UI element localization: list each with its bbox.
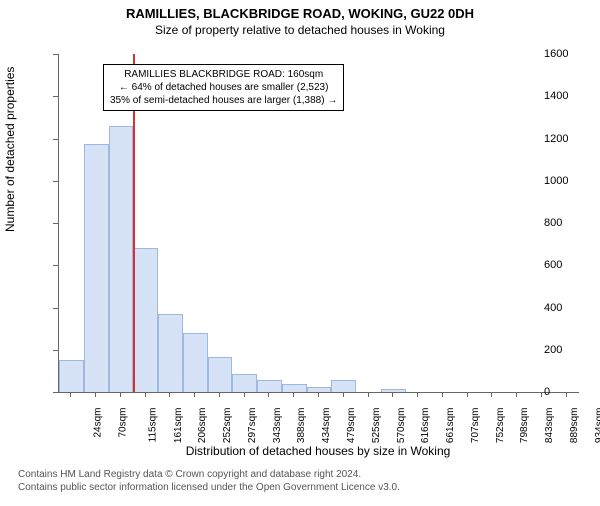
chart-footer: Contains HM Land Registry data © Crown c… (18, 468, 400, 494)
x-tick-mark (120, 392, 121, 397)
x-tick-label: 934sqm (594, 408, 600, 444)
x-axis-label: Distribution of detached houses by size … (58, 444, 578, 458)
histogram-bar (257, 380, 282, 392)
y-tick-label: 400 (544, 302, 596, 314)
x-tick-mark (293, 392, 294, 397)
footer-line-2: Contains public sector information licen… (18, 481, 400, 494)
x-tick-mark (442, 392, 443, 397)
histogram-bar (208, 357, 233, 392)
x-tick-mark (219, 392, 220, 397)
x-tick-label: 24sqm (93, 408, 104, 438)
annotation-line-2: ← 64% of detached houses are smaller (2,… (110, 81, 337, 94)
x-tick-label: 434sqm (321, 408, 332, 444)
y-tick-label: 0 (544, 386, 596, 398)
y-tick-mark (53, 139, 58, 140)
x-tick-mark (145, 392, 146, 397)
y-tick-label: 200 (544, 344, 596, 356)
y-tick-label: 1200 (544, 133, 596, 145)
chart-container: RAMILLIES, BLACKBRIDGE ROAD, WOKING, GU2… (0, 6, 600, 506)
x-tick-label: 388sqm (297, 408, 308, 444)
x-tick-label: 798sqm (519, 408, 530, 444)
x-tick-label: 889sqm (569, 408, 580, 444)
histogram-bar (158, 314, 183, 392)
x-tick-mark (541, 392, 542, 397)
x-tick-mark (244, 392, 245, 397)
y-tick-label: 600 (544, 259, 596, 271)
x-tick-label: 570sqm (396, 408, 407, 444)
x-tick-mark (566, 392, 567, 397)
x-tick-label: 661sqm (445, 408, 456, 444)
y-tick-mark (53, 96, 58, 97)
x-tick-mark (268, 392, 269, 397)
y-tick-mark (53, 181, 58, 182)
y-tick-label: 1600 (544, 48, 596, 60)
y-tick-mark (53, 54, 58, 55)
histogram-bar (84, 144, 109, 392)
x-tick-mark (318, 392, 319, 397)
annotation-line-3: 35% of semi-detached houses are larger (… (110, 94, 337, 107)
x-tick-label: 206sqm (198, 408, 209, 444)
y-tick-label: 800 (544, 217, 596, 229)
x-tick-mark (95, 392, 96, 397)
x-tick-mark (169, 392, 170, 397)
x-tick-label: 616sqm (420, 408, 431, 444)
x-tick-mark (467, 392, 468, 397)
annotation-box: RAMILLIES BLACKBRIDGE ROAD: 160sqm ← 64%… (103, 64, 344, 111)
y-tick-label: 1000 (544, 175, 596, 187)
x-tick-mark (70, 392, 71, 397)
x-tick-mark (194, 392, 195, 397)
x-tick-mark (392, 392, 393, 397)
x-tick-mark (491, 392, 492, 397)
x-tick-label: 343sqm (272, 408, 283, 444)
x-tick-label: 70sqm (118, 408, 129, 438)
x-tick-mark (516, 392, 517, 397)
x-tick-mark (417, 392, 418, 397)
histogram-bar (133, 248, 158, 392)
y-axis-label: Number of detached properties (3, 212, 17, 232)
y-tick-label: 1400 (544, 90, 596, 102)
histogram-bar (331, 380, 356, 392)
x-tick-label: 252sqm (222, 408, 233, 444)
x-tick-label: 115sqm (147, 408, 158, 443)
x-tick-label: 752sqm (495, 408, 506, 444)
x-tick-label: 161sqm (173, 408, 184, 444)
y-tick-mark (53, 350, 58, 351)
footer-line-1: Contains HM Land Registry data © Crown c… (18, 468, 400, 481)
y-tick-mark (53, 392, 58, 393)
x-tick-label: 525sqm (371, 408, 382, 444)
x-tick-mark (368, 392, 369, 397)
histogram-bar (183, 333, 208, 392)
x-tick-mark (343, 392, 344, 397)
y-tick-mark (53, 265, 58, 266)
x-tick-label: 297sqm (247, 408, 258, 444)
chart-title-main: RAMILLIES, BLACKBRIDGE ROAD, WOKING, GU2… (0, 6, 600, 21)
x-tick-label: 479sqm (346, 408, 357, 444)
x-tick-label: 843sqm (544, 408, 555, 444)
x-tick-label: 707sqm (470, 408, 481, 444)
histogram-bar (232, 374, 257, 392)
y-tick-mark (53, 223, 58, 224)
chart-title-sub: Size of property relative to detached ho… (0, 23, 600, 37)
histogram-bar (109, 126, 134, 392)
histogram-bar (59, 360, 84, 392)
y-tick-mark (53, 308, 58, 309)
histogram-bar (282, 384, 307, 392)
annotation-line-1: RAMILLIES BLACKBRIDGE ROAD: 160sqm (110, 68, 337, 81)
